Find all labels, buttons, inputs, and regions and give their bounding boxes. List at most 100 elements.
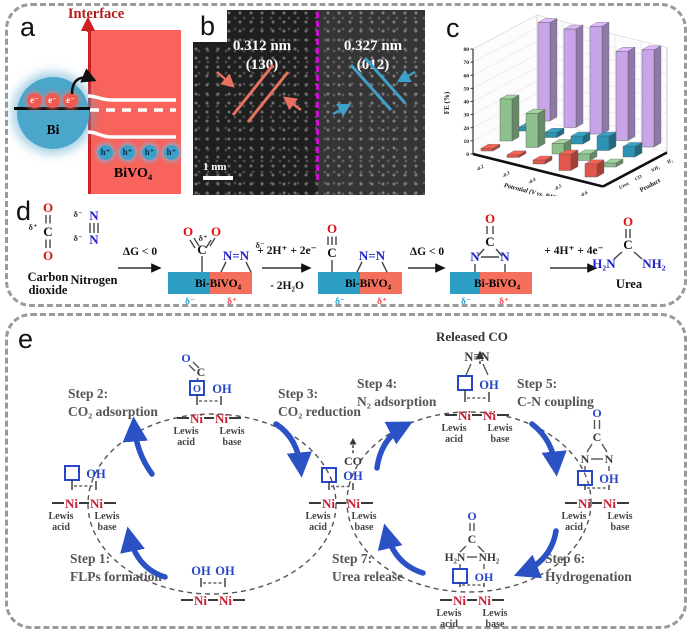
delta-minus-under: δ⁻ bbox=[461, 297, 471, 307]
panel-a-label: a bbox=[20, 12, 36, 42]
left-spacing-label: 0.312 nm bbox=[233, 38, 292, 54]
svg-text:30: 30 bbox=[464, 113, 470, 119]
svg-text:C: C bbox=[593, 430, 602, 444]
svg-text:OH: OH bbox=[479, 378, 499, 392]
svg-text:Urea: Urea bbox=[619, 182, 631, 191]
ring-c: C bbox=[485, 234, 494, 249]
catalyst-label: Bi-BiVO₄ bbox=[345, 278, 392, 290]
adsorbate-structure: OCO OH bbox=[181, 351, 232, 405]
ni-site-hydroxylated: OH OH Ni Ni bbox=[163, 535, 263, 608]
right-spacing-label: 0.327 nm bbox=[344, 38, 403, 54]
step-1-label: Step 1: FLPs formation bbox=[70, 551, 162, 584]
svg-text:-0.5: -0.5 bbox=[554, 184, 564, 193]
catalyst-label: Bi-BiVO₄ bbox=[474, 278, 521, 290]
delta-plus-under: δ⁺ bbox=[377, 297, 387, 307]
svg-text:-0.2: -0.2 bbox=[476, 164, 486, 173]
bivo4-region bbox=[88, 30, 181, 194]
ads-nn: N=N bbox=[223, 248, 250, 263]
delta-minus: δ⁻ bbox=[74, 209, 83, 219]
co2-name: dioxide bbox=[29, 283, 68, 297]
svg-text:FE (%): FE (%) bbox=[443, 91, 451, 114]
electron-transfer-arrow-icon bbox=[70, 68, 97, 95]
catalyst-bivo4-half bbox=[360, 272, 402, 294]
ni-site-urea-bound: O C H₂N NH₂ OH Ni Ni Lewis acid Lewis base bbox=[422, 509, 522, 630]
svg-text:OH: OH bbox=[212, 382, 232, 396]
ads-co-o: O bbox=[327, 221, 337, 236]
bivo4-label: BiVO₄ bbox=[113, 166, 153, 181]
conduction-band-curve bbox=[87, 94, 176, 102]
bi-particle bbox=[17, 77, 89, 149]
svg-text:OH: OH bbox=[475, 570, 494, 584]
electron-icon: e⁻ bbox=[27, 93, 42, 108]
hole-icon: h⁺ bbox=[98, 145, 113, 160]
svg-text:50: 50 bbox=[464, 86, 470, 92]
lattice-fringe-012 bbox=[363, 57, 407, 104]
svg-text:20: 20 bbox=[464, 126, 470, 132]
svg-text:O: O bbox=[467, 509, 476, 523]
hrtem-image: 0.312 nm (130) 0.327 nm (012) 1 nm bbox=[193, 10, 425, 195]
dg-label: ΔG < 0 bbox=[123, 246, 157, 258]
ni-site-co2-adsorbed: O C O OH Ni Ni Lewis acid Lewis base bbox=[159, 349, 259, 448]
co2-c: C bbox=[43, 224, 52, 239]
valence-band-curve bbox=[87, 130, 176, 139]
lewis-labels: Lewis acid Lewis base bbox=[441, 423, 513, 446]
fringe-arrow-icon bbox=[283, 96, 302, 111]
svg-text:N: N bbox=[605, 452, 614, 466]
ni-site-flp: OH Ni Ni Lewis acid Lewis base bbox=[34, 438, 134, 533]
adsorbate-structure: OH bbox=[64, 465, 106, 490]
ni-ni-row: Ni Ni bbox=[422, 592, 522, 608]
ring-o: O bbox=[485, 211, 495, 226]
step-7-label: Step 7: Urea release bbox=[332, 551, 404, 584]
urea-c: C bbox=[623, 237, 632, 252]
svg-text:N≡N: N≡N bbox=[464, 350, 489, 364]
svg-text:N: N bbox=[581, 452, 590, 466]
fringe-arrow-icon bbox=[396, 69, 416, 83]
co2-o-bottom: O bbox=[43, 248, 53, 263]
co2-name: Carbon bbox=[28, 270, 69, 284]
catalyst-bi-half bbox=[168, 272, 210, 294]
catalyst-bi-half bbox=[450, 272, 480, 294]
svg-text:0: 0 bbox=[466, 152, 469, 158]
svg-text:10: 10 bbox=[464, 139, 470, 145]
ni-ni-row: Ni Ni bbox=[163, 592, 263, 608]
lewis-labels: Lewis acid Lewis base bbox=[305, 511, 377, 534]
step-5-label: Step 5: C-N coupling bbox=[517, 376, 594, 409]
step-6-label: Step 6: Hydrogenation bbox=[545, 551, 632, 584]
ads-nn: N=N bbox=[359, 248, 386, 263]
adsorbate-structure: OCN N OH bbox=[577, 406, 619, 490]
hole-icon: h⁺ bbox=[142, 145, 157, 160]
reaction-scheme: O C δ⁺ O Carbon dioxide δ⁻ N δ⁻ N Nitrog… bbox=[28, 200, 666, 307]
electron-icon: e⁻ bbox=[63, 93, 78, 108]
catalyst-bivo4-half bbox=[480, 272, 532, 294]
adsorbate-structure: N≡N OH bbox=[457, 350, 499, 402]
svg-text:O: O bbox=[193, 384, 201, 395]
ni-site-n2-adsorbed: N≡N OH Ni Ni Lewis acid Lewis base bbox=[427, 346, 527, 445]
panel-c-label: c bbox=[446, 13, 460, 43]
ads-co2-c: C bbox=[197, 242, 206, 257]
lattice-fringe-130 bbox=[231, 64, 275, 116]
scale-bar bbox=[203, 176, 233, 180]
ni-ni-row: Ni Ni bbox=[291, 495, 391, 511]
bi-label: Bi bbox=[46, 122, 60, 137]
delta-minus: δ⁻ bbox=[74, 233, 83, 243]
n2-n-bottom: N bbox=[89, 232, 99, 247]
svg-text:C: C bbox=[468, 532, 477, 546]
dg-label: ΔG < 0 bbox=[410, 246, 444, 258]
svg-text:60: 60 bbox=[464, 73, 470, 79]
svg-text:CO: CO bbox=[635, 175, 644, 183]
lewis-labels: Lewis acid Lewis base bbox=[436, 608, 508, 631]
n2-n-top: N bbox=[89, 208, 99, 223]
svg-text:80: 80 bbox=[464, 47, 470, 53]
ads-co2-o: O bbox=[211, 224, 221, 239]
catalyst-bivo4-half bbox=[210, 272, 252, 294]
fermi-line bbox=[14, 107, 90, 110]
ni-site-co-release: CO OH Ni Ni Lewis acid Lewis base bbox=[291, 434, 391, 533]
catalyst-label: Bi-BiVO₄ bbox=[195, 278, 242, 290]
svg-text:O: O bbox=[592, 406, 601, 420]
delta-minus: δ⁻ bbox=[256, 240, 265, 250]
n2-name: Nitrogen bbox=[71, 273, 118, 287]
svg-text:OH: OH bbox=[599, 472, 619, 486]
svg-text:C: C bbox=[197, 365, 206, 379]
svg-text:40: 40 bbox=[464, 100, 470, 106]
